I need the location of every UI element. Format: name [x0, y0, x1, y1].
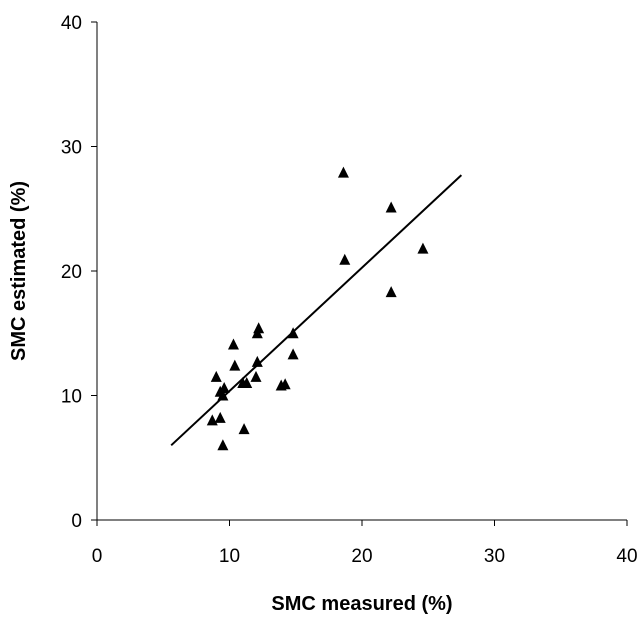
- data-point: [251, 355, 263, 367]
- x-tick-label: 40: [616, 546, 637, 567]
- data-point: [287, 327, 299, 339]
- data-point: [214, 411, 226, 423]
- data-point: [210, 370, 222, 382]
- data-point: [337, 166, 349, 178]
- x-tick-label: 10: [219, 546, 240, 567]
- x-tick-label: 30: [484, 546, 505, 567]
- data-point: [241, 377, 253, 389]
- x-tick-label: 0: [92, 546, 103, 567]
- data-point: [253, 322, 265, 334]
- data-point: [279, 378, 291, 390]
- data-point: [217, 389, 229, 401]
- data-point: [218, 382, 230, 394]
- data-point: [217, 439, 229, 451]
- y-axis-title: SMC estimated (%): [8, 181, 30, 361]
- data-point: [417, 242, 429, 254]
- data-point: [250, 370, 262, 382]
- data-point: [229, 359, 241, 371]
- y-tick-label: 0: [71, 511, 82, 532]
- x-tick-label: 20: [351, 546, 372, 567]
- y-tick-label: 30: [61, 138, 82, 159]
- data-point: [238, 423, 250, 435]
- data-point: [206, 414, 218, 426]
- data-point: [287, 348, 299, 360]
- y-tick-label: 10: [61, 387, 82, 408]
- trendline: [170, 174, 463, 447]
- y-tick-label: 40: [61, 13, 82, 34]
- plot-area: 0 10 20 30 40 0 10 20 30 40: [61, 13, 638, 567]
- data-point: [227, 338, 239, 350]
- x-axis-title: SMC measured (%): [271, 593, 452, 615]
- data-point: [339, 253, 351, 265]
- data-point: [385, 201, 397, 213]
- y-tick-label: 20: [61, 262, 82, 283]
- data-point: [385, 286, 397, 298]
